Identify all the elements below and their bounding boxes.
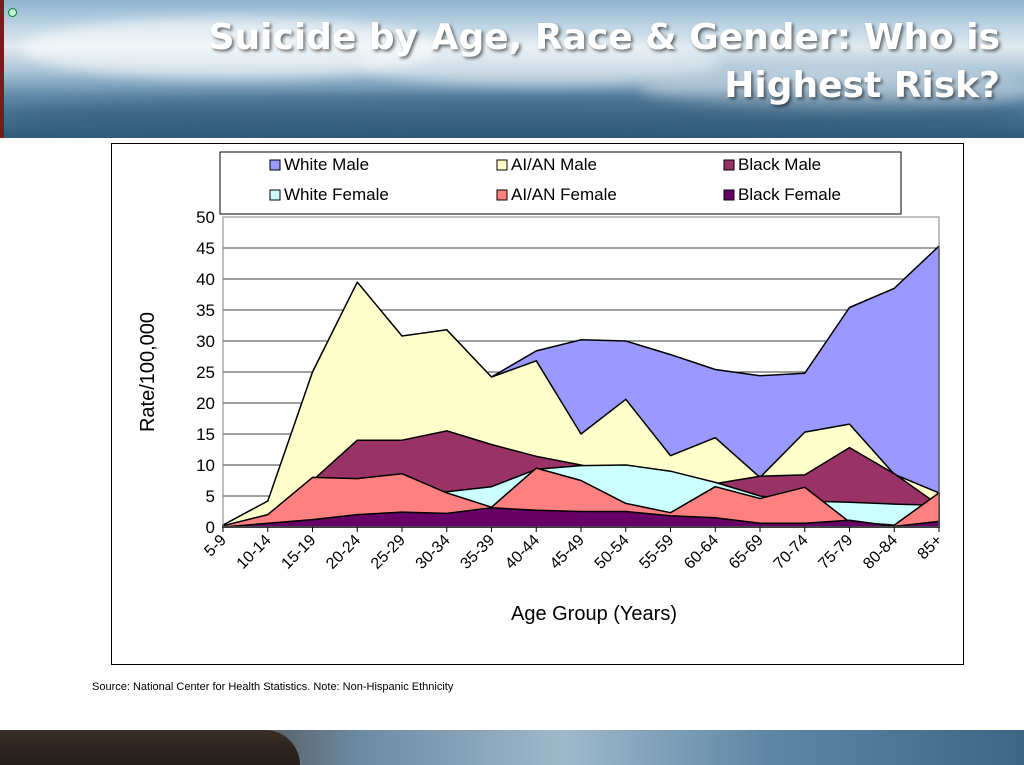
legend-swatch [723, 189, 735, 201]
x-tick-label: 40-44 [502, 532, 543, 573]
y-tick-label: 5 [206, 487, 215, 506]
x-tick-label: 85+ [915, 532, 946, 563]
slide-marker-icon [8, 8, 17, 17]
x-tick-label: 80-84 [860, 532, 901, 573]
y-tick-label: 30 [196, 332, 215, 351]
x-tick-label: 65-69 [726, 532, 767, 573]
x-tick-label: 70-74 [771, 532, 812, 573]
source-note: Source: National Center for Health Stati… [92, 681, 454, 693]
legend-label: Black Male [738, 155, 821, 174]
y-tick-label: 10 [196, 456, 215, 475]
x-tick-label: 10-14 [234, 532, 275, 573]
x-tick-label: 30-34 [413, 532, 454, 573]
y-tick-label: 35 [196, 301, 215, 320]
legend-box [219, 151, 902, 215]
area-chart: White Male AI/AN Male Black Male White Fema… [137, 151, 946, 625]
y-tick-label: 15 [196, 425, 215, 444]
slide-title: Suicide by Age, Race & Gender: Who is Hi… [208, 17, 1000, 106]
x-tick-label: 20-24 [323, 532, 364, 573]
x-tick-label: 75-79 [815, 532, 856, 573]
legend-swatch [496, 189, 508, 201]
x-tick-label: 15-19 [278, 532, 319, 573]
x-tick-label: 55-59 [636, 532, 677, 573]
legend-swatch [269, 189, 281, 201]
legend-label: Black Female [738, 185, 841, 204]
x-axis-label: Age Group (Years) [511, 603, 677, 625]
y-tick-label: 40 [196, 270, 215, 289]
y-tick-label: 50 [196, 208, 215, 227]
wave-highlight [20, 18, 440, 78]
legend-label: AI/AN Female [511, 185, 617, 204]
y-tick-label: 0 [206, 518, 215, 537]
banner-edge [0, 0, 4, 138]
wave-highlight [640, 70, 1024, 110]
y-axis-label: Rate/100,000 [137, 312, 159, 432]
legend-swatch [269, 159, 281, 171]
bottom-rock-image [0, 730, 300, 765]
x-tick-label: 45-49 [547, 532, 588, 573]
legend-label: White Female [284, 185, 389, 204]
wave-shadow [0, 95, 1024, 135]
y-tick-label: 20 [196, 394, 215, 413]
legend-swatch [723, 159, 735, 171]
wave-highlight [360, 40, 720, 86]
x-tick-label: 60-64 [681, 532, 722, 573]
legend-swatch [496, 159, 508, 171]
legend-label: AI/AN Male [511, 155, 597, 174]
y-tick-label: 25 [196, 363, 215, 382]
x-tick-label: 25-29 [368, 532, 409, 573]
legend-label: White Male [284, 155, 369, 174]
ocean-banner-image: Suicide by Age, Race & Gender: Who is Hi… [0, 0, 1024, 138]
chart-frame: White Male AI/AN Male Black Male White Fema… [111, 143, 964, 665]
x-tick-label: 50-54 [592, 532, 633, 573]
x-tick-label: 35-39 [457, 532, 498, 573]
y-tick-label: 45 [196, 239, 215, 258]
